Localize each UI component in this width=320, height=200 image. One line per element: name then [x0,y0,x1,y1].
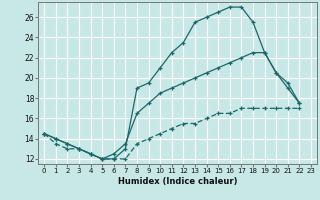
X-axis label: Humidex (Indice chaleur): Humidex (Indice chaleur) [118,177,237,186]
